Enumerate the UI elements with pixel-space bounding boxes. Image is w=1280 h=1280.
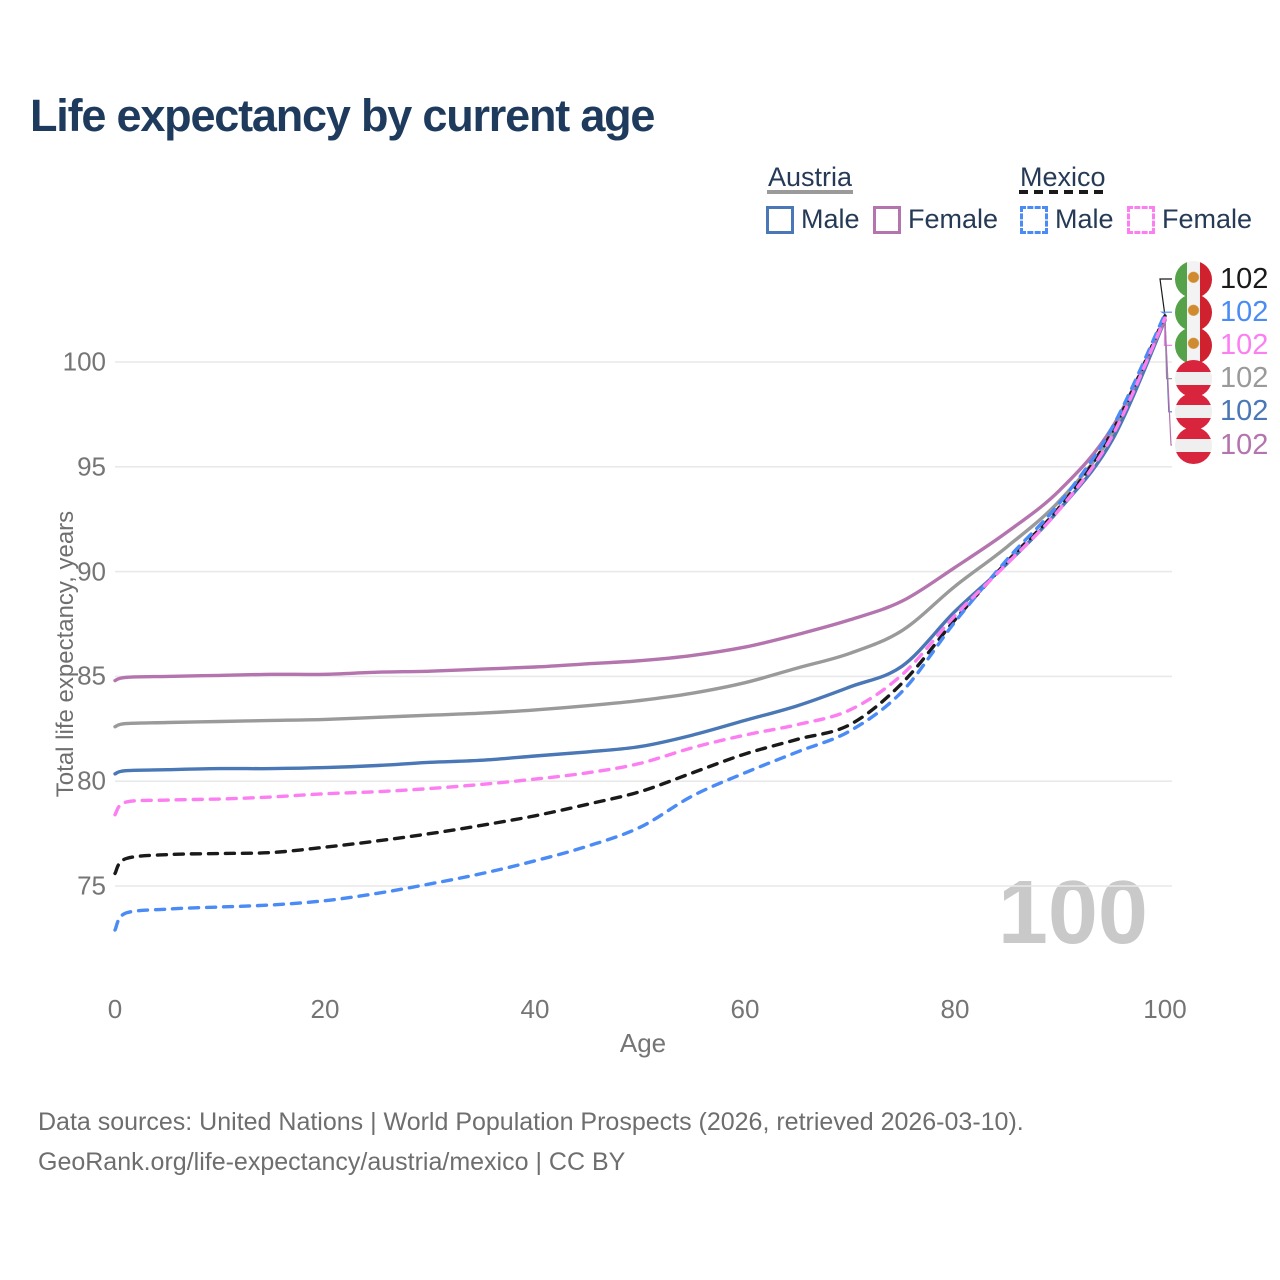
- mexico-flag-icon: [1175, 260, 1212, 298]
- legend-swatch-austria-male[interactable]: [766, 206, 794, 234]
- legend-rule-austria: [767, 190, 853, 194]
- legend-group-austria[interactable]: Austria: [768, 162, 853, 192]
- series-line-austria-female: [113, 318, 1167, 683]
- end-label-austria-male: 102: [1175, 393, 1268, 431]
- end-value-mexico-female: 102: [1220, 328, 1269, 361]
- mexico-flag-icon: [1175, 326, 1212, 364]
- legend-swatch-mexico-female[interactable]: [1127, 206, 1155, 234]
- legend-label-austria-female[interactable]: Female: [908, 204, 999, 234]
- legend-rule-mexico: [1019, 190, 1107, 194]
- end-value-austria-total: 102: [1220, 362, 1269, 395]
- legend-swatch-austria-female[interactable]: [873, 206, 901, 234]
- x-axis-title: Age: [619, 1028, 667, 1058]
- x-tick-80: 80: [940, 994, 970, 1024]
- page-title: Life expectancy by current age: [30, 90, 655, 141]
- end-value-austria-male: 102: [1220, 395, 1269, 428]
- legend-label-mexico-male[interactable]: Male: [1055, 204, 1114, 234]
- legend-label-mexico-female[interactable]: Female: [1162, 204, 1253, 234]
- age-counter-watermark: 100: [997, 863, 1148, 963]
- mexico-flag-icon: [1175, 293, 1212, 331]
- y-tick-85: 85: [77, 660, 106, 691]
- end-value-mexico-total: 102: [1220, 262, 1269, 295]
- end-label-mexico-total: 102: [1175, 260, 1268, 298]
- end-label-austria-total: 102: [1175, 360, 1268, 398]
- y-axis-title: Total life expectancy, years: [52, 510, 79, 798]
- leader-line-mexico-male: [1159, 311, 1172, 315]
- legend-group-mexico[interactable]: Mexico: [1020, 162, 1106, 192]
- y-tick-100: 100: [62, 346, 106, 377]
- legend-swatch-mexico-male[interactable]: [1020, 206, 1048, 234]
- end-label-mexico-male: 102: [1175, 293, 1268, 331]
- leader-line-austria-female: [1164, 320, 1172, 446]
- data-source-note: Data sources: United Nations | World Pop…: [38, 1108, 1024, 1136]
- end-label-austria-female: 102: [1175, 426, 1268, 464]
- x-tick-0: 0: [107, 994, 123, 1024]
- x-tick-100: 100: [1143, 994, 1187, 1024]
- x-tick-40: 40: [520, 994, 550, 1024]
- series-line-mexico-male: [113, 312, 1167, 932]
- series-line-mexico-total: [113, 314, 1167, 876]
- leader-line-mexico-total: [1159, 278, 1172, 316]
- y-tick-75: 75: [77, 870, 106, 901]
- series-line-mexico-female: [113, 316, 1167, 817]
- austria-flag-icon: [1175, 360, 1212, 398]
- x-tick-60: 60: [730, 994, 760, 1024]
- y-tick-95: 95: [77, 451, 106, 482]
- series-line-austria-total: [113, 318, 1167, 729]
- end-label-mexico-female: 102: [1175, 326, 1268, 364]
- austria-flag-icon: [1175, 393, 1212, 431]
- legend-label-austria-male[interactable]: Male: [801, 204, 860, 234]
- austria-flag-icon: [1175, 426, 1212, 464]
- end-value-mexico-male: 102: [1220, 295, 1269, 328]
- y-tick-90: 90: [77, 556, 106, 587]
- attribution-note: GeoRank.org/life-expectancy/austria/mexi…: [38, 1148, 626, 1176]
- end-value-austria-female: 102: [1220, 428, 1269, 461]
- y-tick-80: 80: [77, 765, 106, 796]
- x-tick-20: 20: [310, 994, 340, 1024]
